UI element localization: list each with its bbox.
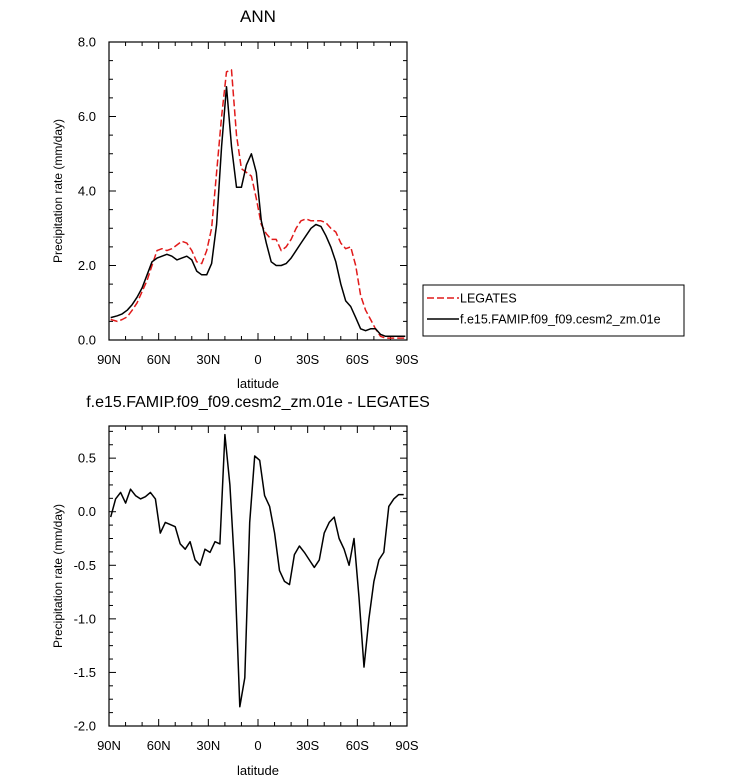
y-tick-label: 0.5 <box>78 451 96 466</box>
x-tick-label: 90N <box>97 352 121 367</box>
y-tick-label: 4.0 <box>78 184 96 199</box>
y-tick-label: 6.0 <box>78 109 96 124</box>
x-tick-label: 90S <box>395 352 418 367</box>
x-axis-label: latitude <box>237 763 279 778</box>
panel-top: ANN 90N 60N 30N 0 30S 60S 90S 0.0 2.0 4.0 6.0 8.0 lat… <box>51 7 685 391</box>
x-tick-label: 60N <box>147 352 171 367</box>
x-tick-label: 0 <box>254 352 261 367</box>
y-tick-label: -0.5 <box>74 558 96 573</box>
legend-label: LEGATES <box>460 292 517 306</box>
y-tick-label: -1.0 <box>74 611 96 626</box>
x-tick-label: 90S <box>395 738 418 753</box>
x-tick-label: 30S <box>296 738 319 753</box>
y-tick-label: 2.0 <box>78 258 96 273</box>
x-tick-label: 60S <box>346 738 369 753</box>
y-tick-label: 0.0 <box>78 504 96 519</box>
legend-box <box>422 284 685 337</box>
chart-title: f.e15.FAMIP.f09_f09.cesm2_zm.01e - LEGAT… <box>86 394 430 411</box>
x-tick-label: 60S <box>346 352 369 367</box>
x-tick-label: 0 <box>254 738 261 753</box>
x-tick-label: 30N <box>196 738 220 753</box>
x-tick-label: 30N <box>196 352 220 367</box>
series-line-1 <box>110 85 406 338</box>
y-tick-label: -1.5 <box>74 665 96 680</box>
y-tick-label: -2.0 <box>74 719 96 734</box>
plot-frame <box>108 425 408 727</box>
y-tick-label: 0.0 <box>78 333 96 348</box>
y-axis-label: Precipitation rate (mm/day) <box>51 119 65 263</box>
legend: LEGATES f.e15.FAMIP.f09_f09.cesm2_zm.01e <box>422 284 685 337</box>
series-line-0 <box>109 433 404 708</box>
x-tick-label: 90N <box>97 738 121 753</box>
legend-label: f.e15.FAMIP.f09_f09.cesm2_zm.01e <box>460 313 661 327</box>
x-axis-label: latitude <box>237 376 279 391</box>
chart-title: ANN <box>240 7 276 26</box>
y-axis-label: Precipitation rate (mm/day) <box>51 504 65 648</box>
x-tick-label: 30S <box>296 352 319 367</box>
y-tick-label: 8.0 <box>78 35 96 50</box>
series-line-0 <box>110 69 406 339</box>
panel-bottom: f.e15.FAMIP.f09_f09.cesm2_zm.01e - LEGAT… <box>51 394 430 778</box>
x-tick-label: 60N <box>147 738 171 753</box>
